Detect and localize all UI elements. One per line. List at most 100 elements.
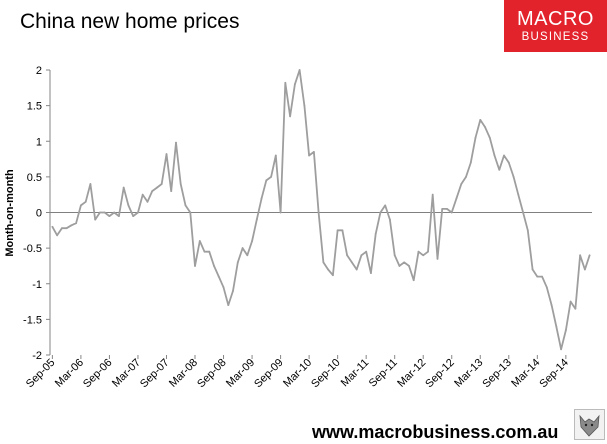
- data-point: [417, 250, 420, 253]
- x-tick-label: Sep-12: [423, 357, 457, 391]
- data-point: [536, 275, 539, 278]
- series-line: [51, 69, 591, 351]
- data-point: [374, 232, 377, 235]
- data-point: [251, 240, 253, 242]
- chart-title: China new home prices: [20, 10, 240, 33]
- data-point: [227, 304, 230, 307]
- data-point: [355, 268, 358, 271]
- data-point: [555, 325, 558, 328]
- data-point: [389, 218, 391, 221]
- footer-url[interactable]: www.macrobusiness.com.au: [312, 422, 559, 442]
- data-point: [118, 215, 120, 217]
- data-point: [184, 204, 187, 207]
- data-point: [331, 274, 334, 277]
- data-point: [103, 211, 106, 214]
- data-point: [322, 261, 325, 264]
- data-point: [493, 154, 496, 157]
- data-point: [284, 81, 287, 84]
- x-tick-label: Mar-07: [110, 357, 143, 390]
- x-tick-label: Sep-11: [367, 357, 400, 390]
- data-point: [550, 304, 553, 307]
- y-tick-label: 0.5: [27, 172, 42, 184]
- data-point: [498, 168, 501, 171]
- data-point: [70, 224, 73, 227]
- data-point: [569, 300, 572, 303]
- data-point: [379, 211, 382, 214]
- y-tick-label: -1.5: [23, 314, 42, 326]
- data-point: [412, 279, 415, 282]
- data-point: [289, 115, 291, 118]
- data-point: [317, 211, 320, 214]
- data-point: [89, 183, 92, 185]
- y-tick-label: 0: [36, 208, 42, 220]
- logo-line-macro: MACRO: [517, 8, 594, 30]
- data-point: [65, 227, 68, 230]
- data-point: [213, 265, 215, 267]
- data-point: [365, 250, 368, 253]
- data-point: [189, 211, 192, 214]
- data-point: [436, 257, 439, 260]
- data-point: [146, 200, 149, 203]
- data-point: [583, 268, 586, 271]
- data-point: [403, 261, 406, 264]
- y-axis-label: Month-on-month: [4, 169, 16, 257]
- x-tick-label: Mar-12: [395, 357, 428, 390]
- data-point: [303, 104, 306, 107]
- data-point: [545, 286, 548, 289]
- data-point: [526, 229, 529, 232]
- data-point: [203, 250, 206, 253]
- data-point: [99, 211, 101, 214]
- data-point: [94, 218, 97, 221]
- x-tick-label: Sep-09: [252, 357, 286, 391]
- data-point: [179, 183, 182, 185]
- data-point: [274, 154, 277, 157]
- data-point: [469, 161, 472, 164]
- x-tick-label: Sep-08: [195, 357, 229, 391]
- data-point: [151, 190, 154, 193]
- data-point: [560, 348, 562, 351]
- data-point: [564, 329, 567, 331]
- data-point: [431, 193, 434, 196]
- data-point: [531, 268, 534, 271]
- data-point: [327, 268, 330, 271]
- x-tick-label: Mar-13: [452, 357, 485, 390]
- data-point: [408, 265, 410, 267]
- x-tick-label: Sep-14: [537, 357, 571, 391]
- line-chart: -2-1.5-1-0.500.511.52Sep-05Mar-06Sep-06M…: [4, 65, 592, 391]
- y-tick-label: -0.5: [23, 243, 42, 255]
- data-point: [217, 275, 220, 278]
- data-point: [427, 250, 429, 253]
- y-tick-label: 1: [36, 136, 42, 148]
- data-point: [298, 69, 301, 71]
- data-point: [51, 225, 54, 228]
- data-point: [441, 208, 444, 210]
- data-point: [246, 254, 249, 257]
- data-point: [507, 161, 510, 164]
- data-point: [312, 151, 315, 153]
- data-point: [351, 261, 353, 264]
- x-tick-label: Mar-09: [224, 357, 257, 390]
- data-point: [60, 227, 63, 230]
- data-point: [56, 234, 59, 237]
- data-point: [122, 186, 125, 189]
- data-point: [270, 175, 272, 178]
- data-point: [132, 215, 135, 217]
- data-point: [175, 141, 177, 144]
- data-point: [517, 193, 520, 196]
- data-point: [137, 211, 139, 214]
- data-point: [422, 254, 425, 257]
- data-point: [393, 254, 396, 257]
- data-point: [108, 215, 111, 217]
- data-point: [170, 190, 173, 193]
- data-point: [474, 136, 477, 139]
- data-point: [127, 204, 130, 207]
- x-tick-label: Sep-07: [138, 357, 172, 391]
- x-tick-label: Mar-11: [339, 357, 372, 390]
- y-tick-label: -2: [32, 350, 42, 362]
- wolf-head-icon: [574, 409, 605, 440]
- data-point: [293, 83, 296, 86]
- x-tick-label: Mar-08: [167, 357, 200, 390]
- data-point: [194, 265, 196, 267]
- data-point: [541, 275, 543, 278]
- x-tick-label: Mar-14: [509, 357, 542, 390]
